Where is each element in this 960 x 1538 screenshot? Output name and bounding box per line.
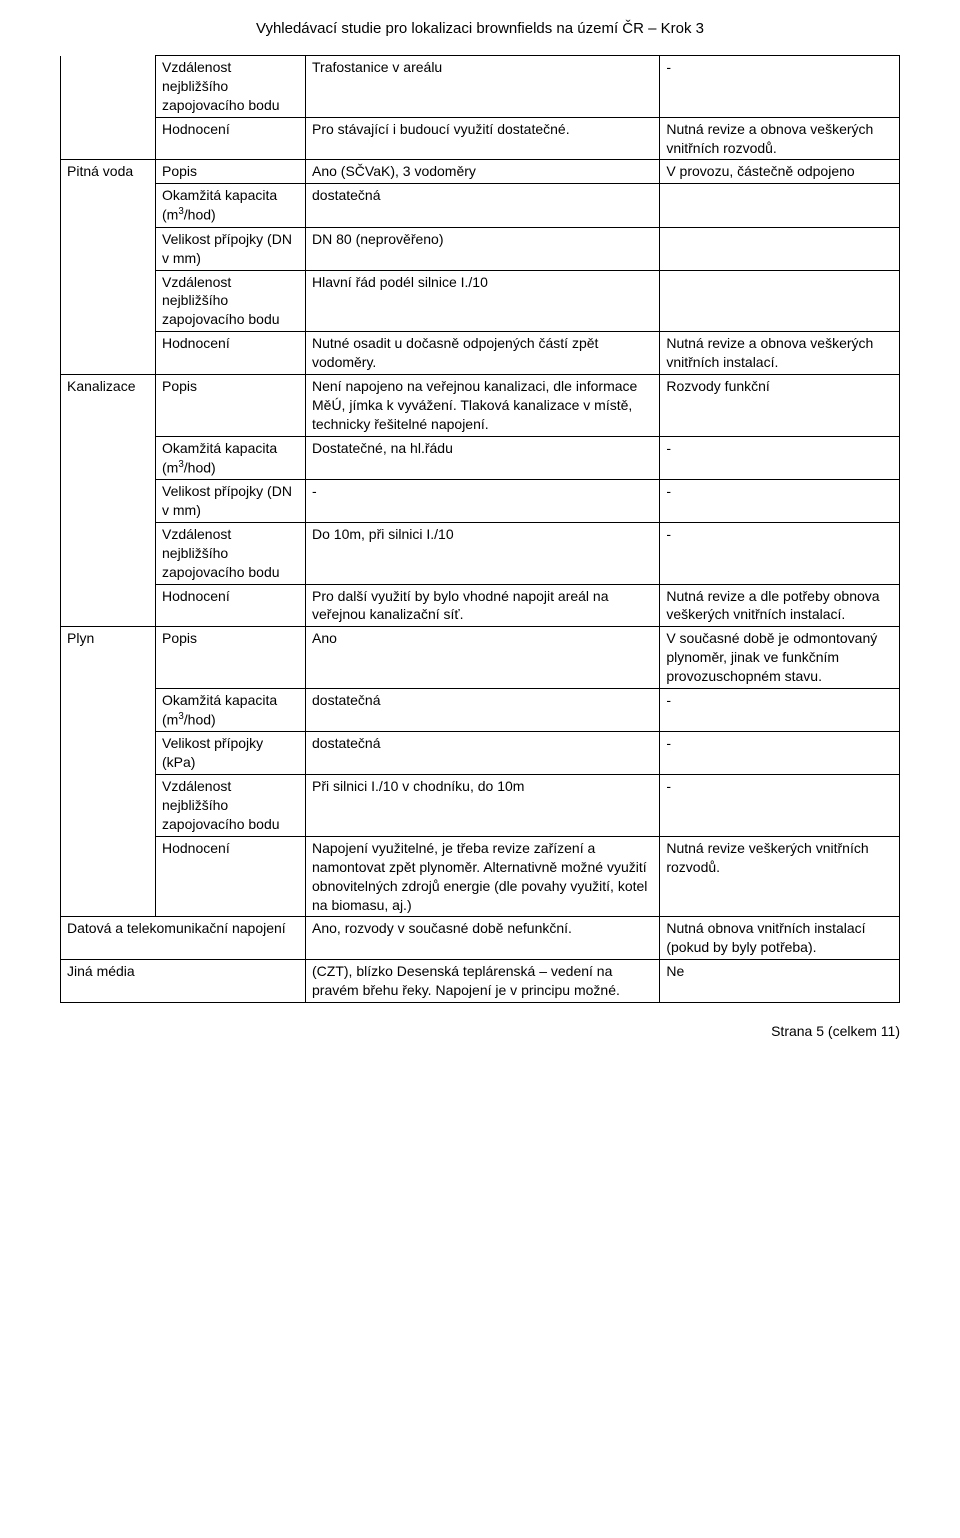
cell xyxy=(660,270,900,332)
table-row: Hodnocení Napojení využitelné, je třeba … xyxy=(61,836,900,917)
label-velikost: Velikost přípojky (kPa) xyxy=(156,732,306,775)
cat-pitna: Pitná voda xyxy=(61,160,156,375)
cell xyxy=(660,184,900,227)
kapacita-post: /hod) xyxy=(184,459,216,475)
label-vzdalenost: Vzdálenost nejbližšího zapojovacího bodu xyxy=(156,270,306,332)
table-row: Vzdálenost nejbližšího zapojovacího bodu… xyxy=(61,522,900,584)
cell: Nutná revize veškerých vnitřních rozvodů… xyxy=(660,836,900,917)
cell: Ne xyxy=(660,960,900,1003)
label-hodnoceni: Hodnocení xyxy=(156,836,306,917)
cell: Napojení využitelné, je třeba revize zař… xyxy=(306,836,660,917)
cell: dostatečná xyxy=(306,689,660,732)
kapacita-post: /hod) xyxy=(184,712,216,728)
label-hodnoceni: Hodnocení xyxy=(156,584,306,627)
cat-jina: Jiná média xyxy=(61,960,306,1003)
cat-kanal: Kanalizace xyxy=(61,375,156,627)
label-hodnoceni: Hodnocení xyxy=(156,332,306,375)
table-row: Vzdálenost nejbližšího zapojovacího bodu… xyxy=(61,56,900,118)
table-row: Kanalizace Popis Není napojeno na veřejn… xyxy=(61,375,900,437)
cell: dostatečná xyxy=(306,184,660,227)
label-popis: Popis xyxy=(156,375,306,437)
label-popis: Popis xyxy=(156,160,306,184)
table-row: Velikost přípojky (DN v mm) - - xyxy=(61,480,900,523)
cell: Trafostanice v areálu xyxy=(306,56,660,118)
table-row: Okamžitá kapacita (m3/hod) Dostatečné, n… xyxy=(61,436,900,479)
table-row: Velikost přípojky (kPa) dostatečná - xyxy=(61,732,900,775)
table-row: Datová a telekomunikační napojení Ano, r… xyxy=(61,917,900,960)
cell: Nutná obnova vnitřních instalací (pokud … xyxy=(660,917,900,960)
label-kapacita: Okamžitá kapacita (m3/hod) xyxy=(156,184,306,227)
main-table: Vzdálenost nejbližšího zapojovacího bodu… xyxy=(60,55,900,1003)
cell: Dostatečné, na hl.řádu xyxy=(306,436,660,479)
cell: Hlavní řád podél silnice I./10 xyxy=(306,270,660,332)
cell: Není napojeno na veřejnou kanalizaci, dl… xyxy=(306,375,660,437)
cell: DN 80 (neprověřeno) xyxy=(306,227,660,270)
cell: - xyxy=(660,732,900,775)
table-row: Pitná voda Popis Ano (SČVaK), 3 vodoměry… xyxy=(61,160,900,184)
cell: (CZT), blízko Desenská teplárenská – ved… xyxy=(306,960,660,1003)
label-velikost: Velikost přípojky (DN v mm) xyxy=(156,227,306,270)
cell: dostatečná xyxy=(306,732,660,775)
cell: - xyxy=(306,480,660,523)
cell: Při silnici I./10 v chodníku, do 10m xyxy=(306,775,660,837)
cell: Pro další využití by bylo vhodné napojit… xyxy=(306,584,660,627)
cell: Pro stávající i budoucí využití dostateč… xyxy=(306,117,660,160)
cell: Rozvody funkční xyxy=(660,375,900,437)
label-kapacita: Okamžitá kapacita (m3/hod) xyxy=(156,689,306,732)
table-row: Jiná média (CZT), blízko Desenská teplár… xyxy=(61,960,900,1003)
cell: Nutné osadit u dočasně odpojených částí … xyxy=(306,332,660,375)
cell: V současné době je odmontovaný plynoměr,… xyxy=(660,627,900,689)
label-popis: Popis xyxy=(156,627,306,689)
cell: Ano xyxy=(306,627,660,689)
cat-datova: Datová a telekomunikační napojení xyxy=(61,917,306,960)
kapacita-post: /hod) xyxy=(184,207,216,223)
cell xyxy=(660,227,900,270)
table-row: Okamžitá kapacita (m3/hod) dostatečná xyxy=(61,184,900,227)
page-footer: Strana 5 (celkem 11) xyxy=(60,1023,900,1039)
table-row: Vzdálenost nejbližšího zapojovacího bodu… xyxy=(61,775,900,837)
label-hodnoceni: Hodnocení xyxy=(156,117,306,160)
table-row: Hodnocení Nutné osadit u dočasně odpojen… xyxy=(61,332,900,375)
kapacita-pre: Okamžitá kapacita (m xyxy=(162,692,277,728)
cell: - xyxy=(660,522,900,584)
empty-cat xyxy=(61,56,156,160)
cell: Ano (SČVaK), 3 vodoměry xyxy=(306,160,660,184)
table-row: Okamžitá kapacita (m3/hod) dostatečná - xyxy=(61,689,900,732)
cell: - xyxy=(660,436,900,479)
label-vzdalenost: Vzdálenost nejbližšího zapojovacího bodu xyxy=(156,775,306,837)
cell: Ano, rozvody v současné době nefunkční. xyxy=(306,917,660,960)
table-row: Plyn Popis Ano V současné době je odmont… xyxy=(61,627,900,689)
cell: Do 10m, při silnici I./10 xyxy=(306,522,660,584)
label-kapacita: Okamžitá kapacita (m3/hod) xyxy=(156,436,306,479)
cell: Nutná revize a obnova veškerých vnitřníc… xyxy=(660,332,900,375)
cell: - xyxy=(660,56,900,118)
cell: Nutná revize a obnova veškerých vnitřníc… xyxy=(660,117,900,160)
label-velikost: Velikost přípojky (DN v mm) xyxy=(156,480,306,523)
table-row: Vzdálenost nejbližšího zapojovacího bodu… xyxy=(61,270,900,332)
cell: - xyxy=(660,480,900,523)
label-vzdalenost: Vzdálenost nejbližšího zapojovacího bodu xyxy=(156,56,306,118)
label-vzdalenost: Vzdálenost nejbližšího zapojovacího bodu xyxy=(156,522,306,584)
table-row: Hodnocení Pro stávající i budoucí využit… xyxy=(61,117,900,160)
cell: - xyxy=(660,689,900,732)
cat-plyn: Plyn xyxy=(61,627,156,917)
cell: Nutná revize a dle potřeby obnova vešker… xyxy=(660,584,900,627)
page-header: Vyhledávací studie pro lokalizaci brownf… xyxy=(60,20,900,37)
table-row: Hodnocení Pro další využití by bylo vhod… xyxy=(61,584,900,627)
cell: - xyxy=(660,775,900,837)
cell: V provozu, částečně odpojeno xyxy=(660,160,900,184)
table-row: Velikost přípojky (DN v mm) DN 80 (nepro… xyxy=(61,227,900,270)
